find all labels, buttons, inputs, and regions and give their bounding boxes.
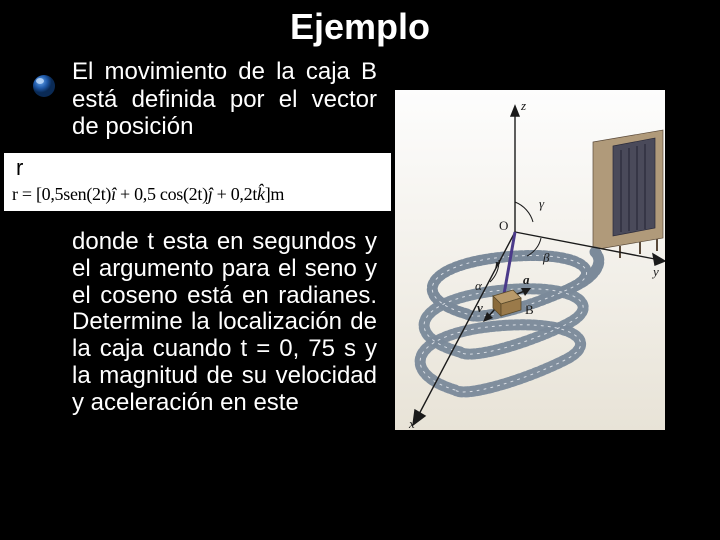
eq-prefix: r = [0,5sen(2t) bbox=[12, 184, 111, 204]
right-column: z y x O γ β α r a v B bbox=[395, 58, 665, 430]
label-y: y bbox=[651, 264, 659, 279]
label-gamma: γ bbox=[539, 196, 545, 211]
label-a: a bbox=[523, 272, 530, 287]
helix-track bbox=[420, 252, 599, 392]
eq-khat: k̂ bbox=[257, 184, 265, 204]
label-alpha: α bbox=[475, 278, 483, 293]
label-x: x bbox=[408, 416, 415, 430]
label-bigb: B bbox=[525, 302, 534, 317]
label-o: O bbox=[499, 218, 508, 233]
eq-mid2: + 0,2t bbox=[212, 184, 257, 204]
wall-panel bbox=[593, 130, 663, 262]
label-beta: β bbox=[542, 250, 550, 265]
left-column: El movimiento de la caja B está definida… bbox=[72, 58, 377, 430]
body-text: donde t esta en segundos y el argumento … bbox=[72, 229, 377, 417]
bullet-icon bbox=[30, 72, 58, 100]
content-row: El movimiento de la caja B está definida… bbox=[0, 58, 720, 430]
figure-3d-helix: z y x O γ β α r a v B bbox=[395, 90, 665, 430]
equation-formula: r = [0,5sen(2t)î + 0,5 cos(2t)ĵ + 0,2tk̂… bbox=[12, 185, 284, 203]
label-v: v bbox=[477, 300, 483, 315]
eq-suffix: ]m bbox=[265, 184, 284, 204]
equation-r-label: r bbox=[16, 157, 23, 179]
slide-title: Ejemplo bbox=[0, 0, 720, 58]
label-z: z bbox=[520, 98, 526, 113]
intro-text: El movimiento de la caja B está definida… bbox=[72, 58, 377, 141]
equation-box: r r = [0,5sen(2t)î + 0,5 cos(2t)ĵ + 0,2t… bbox=[4, 153, 391, 211]
eq-mid1: + 0,5 cos(2t) bbox=[116, 184, 208, 204]
